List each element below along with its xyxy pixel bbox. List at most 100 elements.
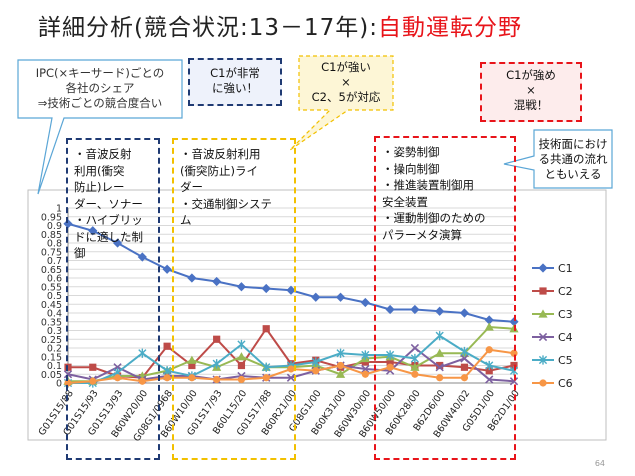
data-point-c6 (411, 370, 419, 378)
common-flow-line-1: 技術面におけ (538, 137, 608, 151)
data-point-c3 (435, 348, 445, 357)
data-point-c5 (361, 350, 370, 360)
c1-mixed-line-1: C1が強め (506, 68, 556, 82)
data-point-c1 (236, 282, 247, 292)
data-point-c6 (436, 374, 444, 382)
data-point-c1 (286, 285, 296, 295)
data-point-c4 (410, 343, 420, 353)
data-point-c3 (335, 369, 346, 378)
box3-line-4: 安全装置 (382, 194, 428, 209)
data-point-c2 (262, 325, 270, 333)
data-point-c2 (510, 361, 518, 370)
c1-strong-c25-line-2: × (341, 75, 351, 89)
data-point-c4 (435, 363, 444, 372)
data-point-c1 (459, 308, 470, 318)
data-point-c3 (236, 352, 247, 361)
data-point-c6 (89, 377, 97, 385)
data-point-c5 (138, 348, 147, 358)
y-tick-label: 0.3 (47, 326, 62, 337)
ipc-callout-shape (17, 59, 183, 195)
data-point-c1 (212, 276, 222, 287)
data-point-c2 (213, 335, 221, 343)
data-point-c1 (360, 297, 370, 308)
c1-mixed-line-3: 混戦！ (513, 98, 549, 112)
data-point-c2 (436, 361, 444, 370)
highlight-box-1 (66, 138, 160, 460)
data-point-c4 (361, 364, 370, 374)
data-point-c1 (435, 306, 445, 316)
y-tick-label: 0.05 (41, 370, 62, 381)
data-point-c6 (138, 377, 146, 385)
data-point-c3 (509, 324, 519, 333)
ipc-callout-line-2: 各社のシェア (65, 81, 135, 95)
box2-line-4: ・交通制御システ (180, 196, 272, 211)
c1-strong-c25-line-1: C1が強い (321, 60, 371, 74)
data-point-c6 (460, 374, 469, 382)
data-point-c1 (112, 238, 123, 248)
common-flow-callout: 技術面におけ る共通の流れ ともいえる (536, 137, 610, 182)
y-tick-label: 0.1 (47, 361, 62, 372)
c1-strong-c25-line-3: C2、5が対応 (311, 90, 381, 104)
legend-label: C5 (558, 354, 573, 367)
common-flow-line-3: ともいえる (544, 167, 602, 181)
box3-note: ・姿勢制御 ・操向制御 ・推進装置制御用 安全装置 ・運動制御のための パラーメ… (382, 144, 486, 243)
data-point-c6 (386, 363, 394, 371)
legend-marker (538, 355, 548, 365)
data-point-c3 (484, 322, 494, 331)
data-point-c6 (485, 346, 493, 354)
c1-mixed-line-2: × (526, 83, 536, 97)
data-point-c1 (187, 273, 197, 283)
title-main: 詳細分析(競合状況:13－17年): (38, 15, 378, 41)
box3-line-3: ・推進装置制御用 (382, 178, 474, 192)
box2-line-3: ダー (180, 180, 203, 194)
data-point-c6 (287, 365, 295, 373)
data-point-c1 (410, 304, 420, 315)
data-point-c1 (484, 315, 494, 325)
box1-note: ・音波反射 利用(衝突 防止)レー ダー、ソナー ・ハイブリッ ドに適した制 御 (74, 146, 143, 262)
y-tick-label: 0.35 (41, 317, 62, 328)
data-point-c6 (188, 374, 196, 382)
data-point-c1 (261, 283, 271, 294)
y-tick-label: 0.65 (41, 265, 62, 276)
data-point-c6 (163, 374, 171, 382)
y-tick-labels: 00.050.10.150.20.250.30.350.40.450.50.55… (41, 204, 62, 390)
box1-line-6: ドに適した制 (74, 229, 143, 244)
legend-label: C3 (558, 308, 573, 321)
c1-very-strong-line-2: に強い！ (212, 81, 258, 95)
data-point-c6 (361, 370, 369, 378)
data-point-c1 (137, 252, 147, 262)
box1-line-2: 利用(衝突 (74, 163, 125, 178)
y-tick-label: 0.8 (47, 239, 62, 250)
data-point-c1 (509, 317, 519, 327)
box1-line-7: 御 (74, 246, 86, 260)
data-point-c2 (460, 363, 469, 371)
data-point-c6 (312, 367, 320, 375)
data-point-c5 (212, 359, 221, 369)
page-number: 64 (594, 459, 605, 468)
y-tick-label: 0.15 (41, 352, 62, 363)
chart-frame (27, 189, 607, 441)
y-tick-label: 0.7 (47, 256, 62, 267)
data-point-c1 (311, 292, 321, 302)
data-point-c5 (262, 362, 271, 372)
data-point-c3 (187, 355, 197, 364)
ipc-callout-line-3: ⇒技術ごとの競合度合い (37, 96, 163, 110)
box3-line-5: ・運動制御のための (382, 211, 486, 225)
data-point-c5 (163, 366, 172, 376)
data-point-c6 (237, 375, 246, 384)
data-point-c2 (188, 361, 196, 370)
box1-line-3: 防止)レー (74, 180, 125, 194)
box3-line-2: ・操向制御 (382, 161, 440, 176)
ipc-callout: IPC(×キーサード)ごとの 各社のシェア ⇒技術ごとの競合度合い (22, 66, 178, 111)
data-point-c5 (410, 353, 419, 364)
data-point-c2 (386, 358, 394, 366)
data-point-c2 (64, 363, 72, 371)
ipc-callout-line-1: IPC(×キーサード)ごとの (35, 66, 165, 80)
common-flow-callout-shape (503, 129, 613, 189)
data-point-c3 (410, 362, 420, 371)
y-tick-label: 0.55 (41, 282, 62, 293)
data-point-c5 (336, 348, 345, 358)
highlight-box-2 (172, 138, 296, 460)
y-tick-label: 0.85 (41, 230, 62, 241)
